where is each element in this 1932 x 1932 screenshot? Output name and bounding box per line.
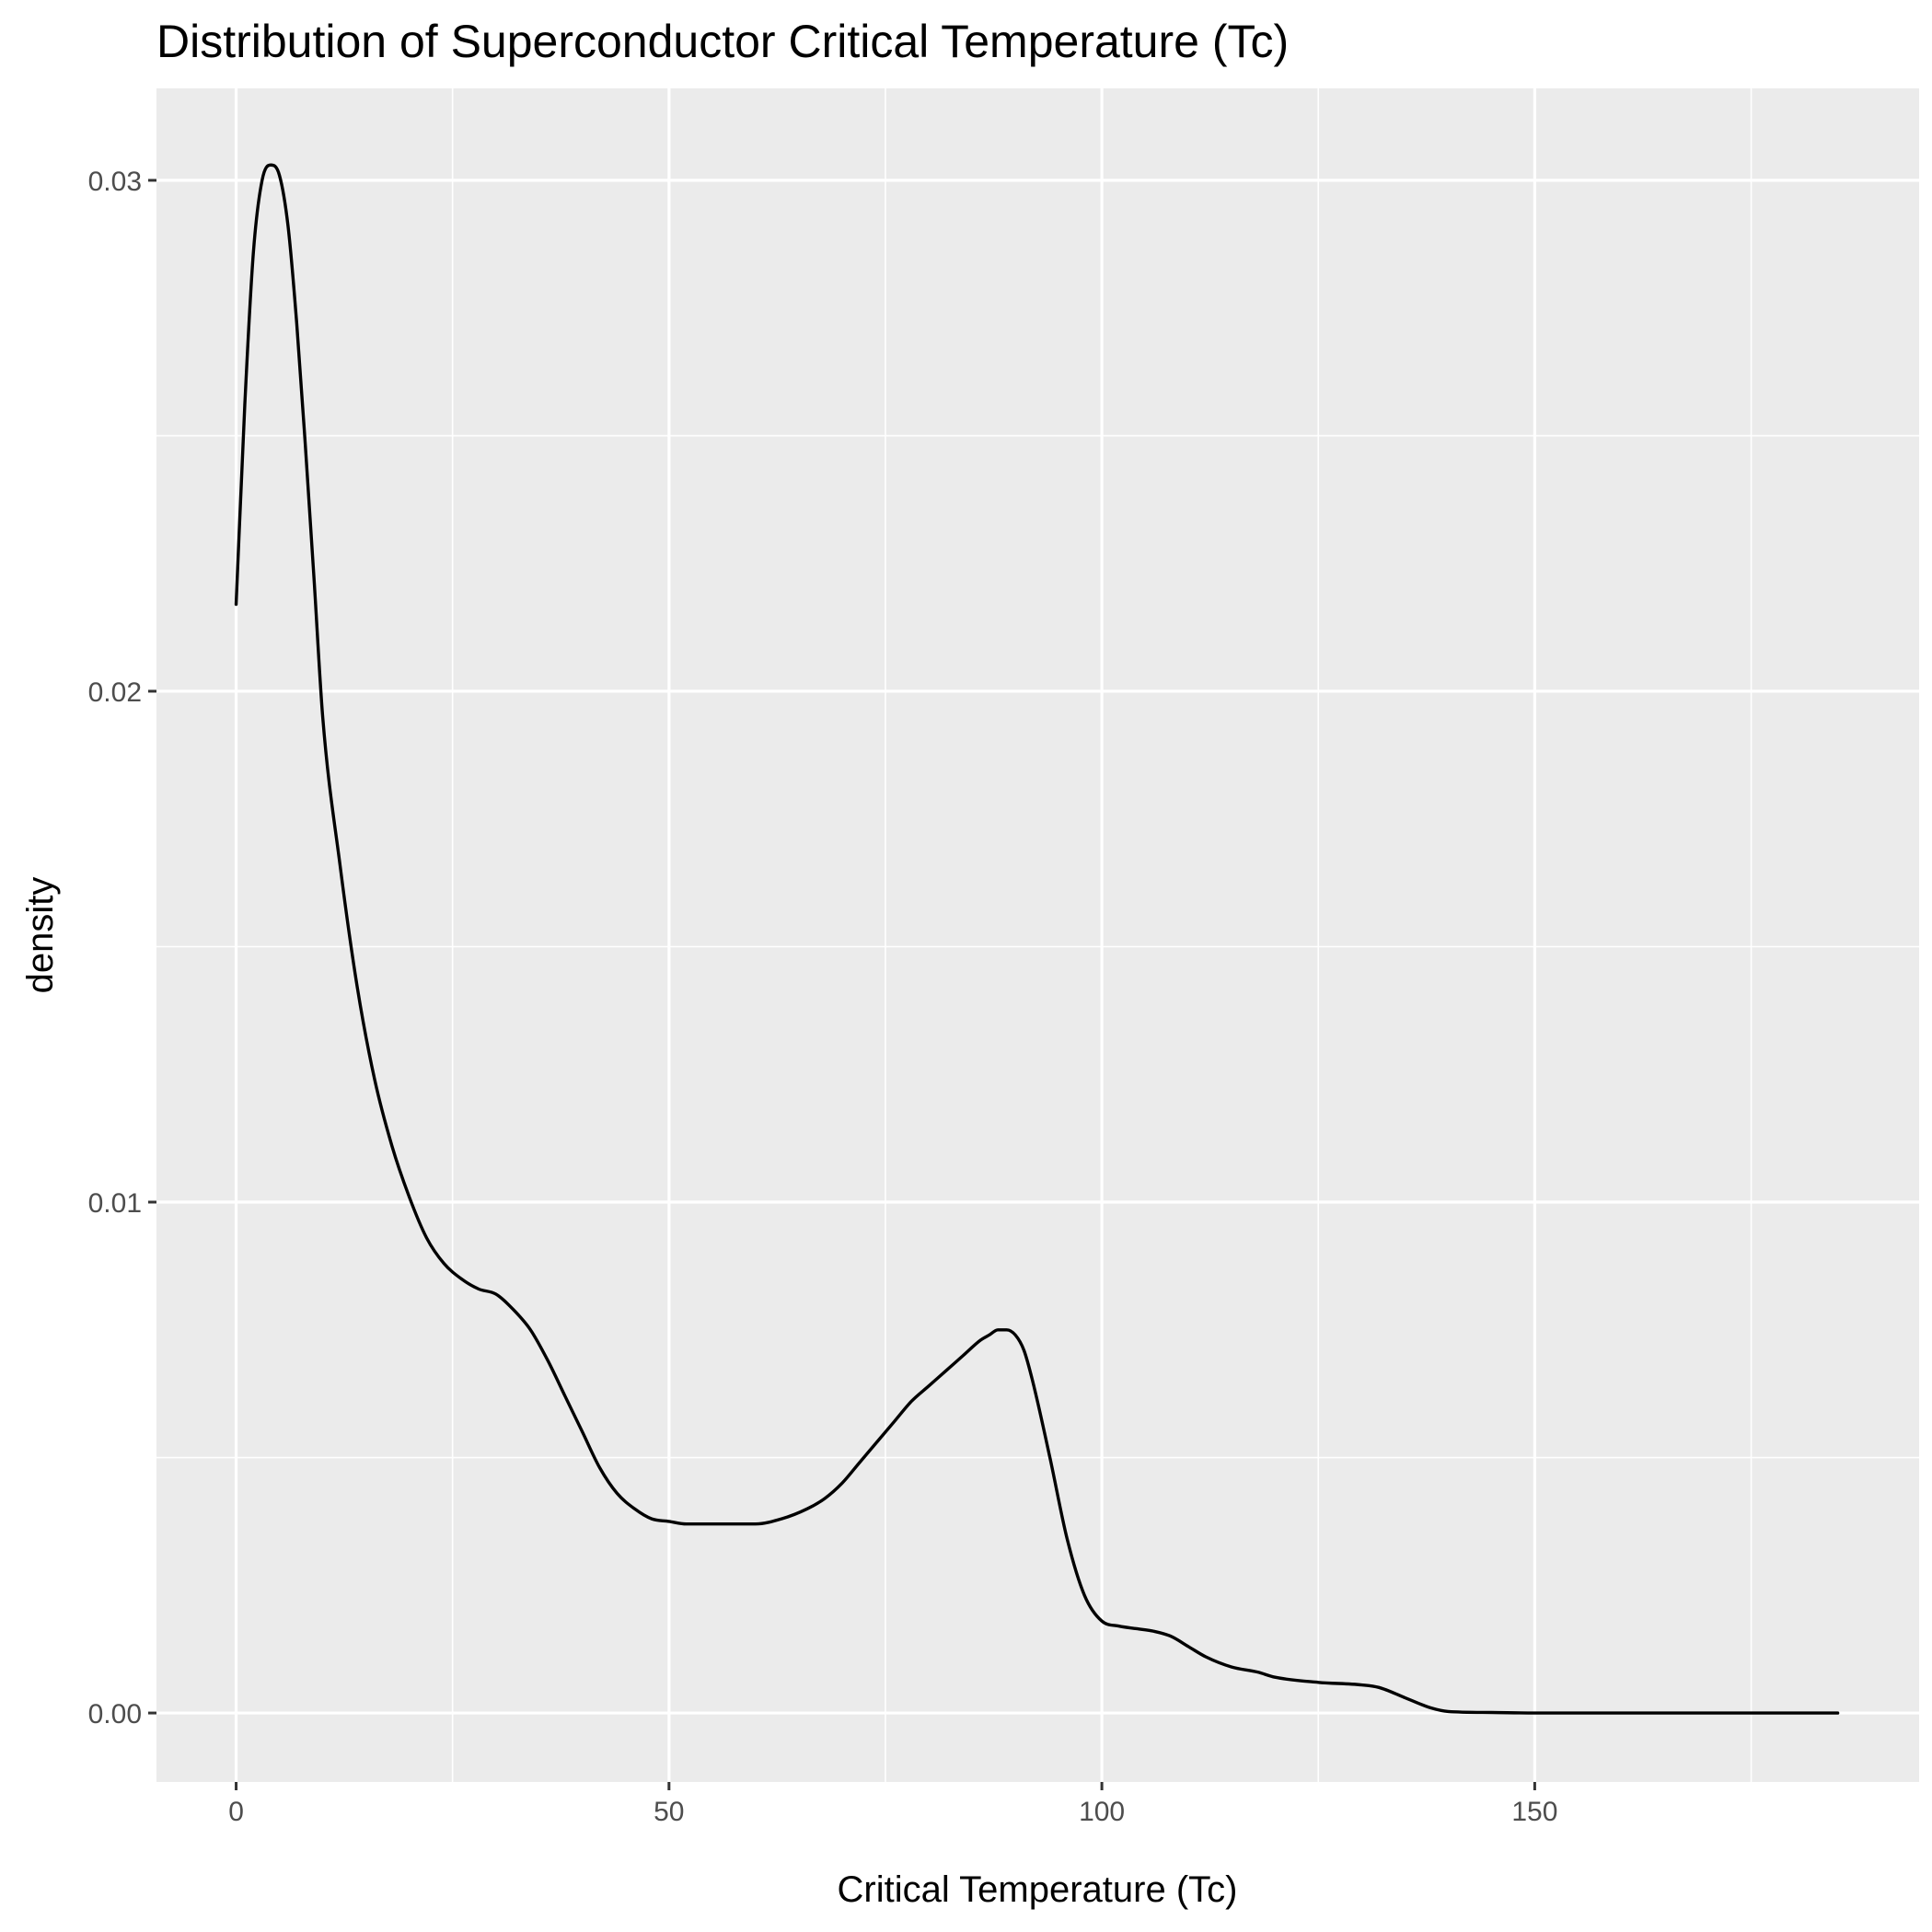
y-tick-label: 0.02 <box>88 677 142 708</box>
x-tick-label: 50 <box>654 1797 684 1827</box>
x-tick-label: 0 <box>228 1797 244 1827</box>
x-tick-label: 150 <box>1511 1797 1557 1827</box>
y-axis: 0.00 0.01 0.02 0.03 <box>88 167 156 1730</box>
x-tick-label: 100 <box>1079 1797 1125 1827</box>
y-tick-label: 0.00 <box>88 1699 142 1730</box>
y-axis-title: density <box>20 877 61 994</box>
x-axis: 0 50 100 150 <box>228 1782 1557 1827</box>
density-line <box>234 163 1840 1715</box>
x-axis-title: Critical Temperature (Tc) <box>838 1869 1238 1910</box>
y-tick-label: 0.01 <box>88 1188 142 1219</box>
y-tick-label: 0.03 <box>88 167 142 197</box>
major-gridlines <box>156 88 1919 1782</box>
chart-title: Distribution of Superconductor Critical … <box>156 16 1289 67</box>
plot-panel <box>156 88 1919 1782</box>
minor-gridlines <box>156 88 1919 1782</box>
